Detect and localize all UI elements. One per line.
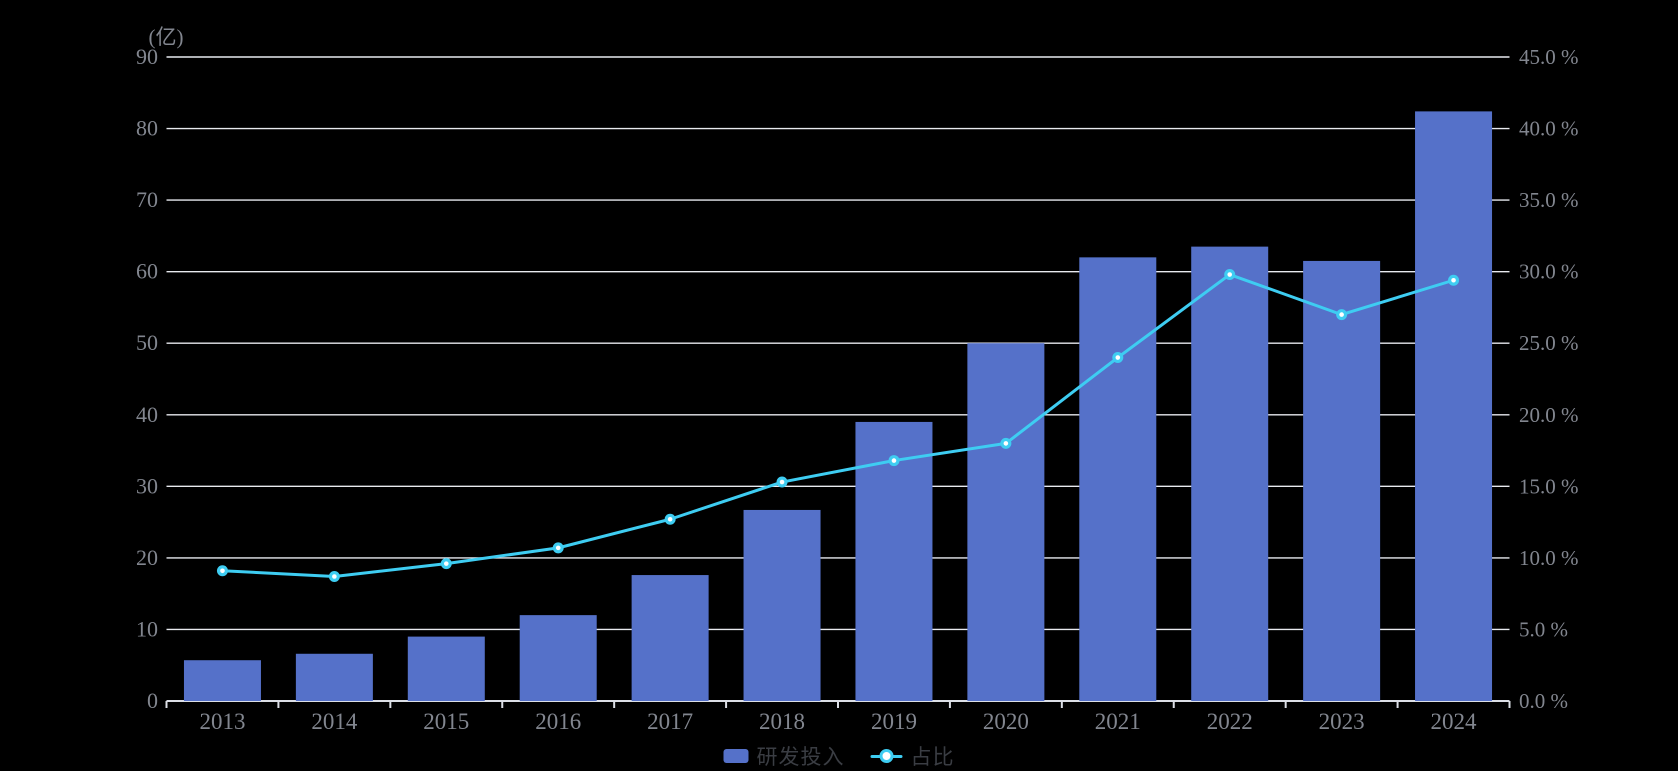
ratio-point-2019: [891, 458, 897, 463]
ratio-point-2015: [443, 561, 449, 566]
y-axis-label-50: 50: [136, 330, 158, 355]
bar-2022[interactable]: [1191, 246, 1269, 701]
ratio-point-2014: [332, 574, 337, 579]
y-axis-label-70: 70: [136, 187, 158, 212]
ratio-line: [220, 273, 1456, 578]
bar-2021[interactable]: [1079, 257, 1157, 701]
bar-2024[interactable]: [1415, 111, 1493, 702]
bar-2015[interactable]: [407, 636, 485, 701]
x-axis-label-2024: 2024: [1431, 709, 1478, 734]
bar-2020[interactable]: [967, 343, 1045, 701]
y-axis-label-90: 90: [136, 44, 158, 69]
x-axis-label-2014: 2014: [311, 709, 358, 734]
x-axis-label-2017: 2017: [647, 709, 693, 734]
right-axis-label-40.0%: 40.0 %: [1519, 117, 1579, 141]
ratio-point-2017: [667, 516, 673, 522]
bar-2018[interactable]: [743, 509, 821, 701]
x-axis-label-2020: 2020: [983, 709, 1029, 734]
bar-2019[interactable]: [855, 421, 933, 701]
ratio-point-2016: [555, 545, 561, 551]
x-axis-label-2013: 2013: [199, 709, 245, 734]
x-axis-label-2016: 2016: [535, 709, 581, 734]
ratio-point-2013: [220, 568, 225, 574]
legend-item-rd-investment[interactable]: 研发投入: [723, 741, 845, 771]
right-axis-label-10.0%: 10.0 %: [1519, 546, 1579, 570]
x-axis-label-2023: 2023: [1319, 709, 1365, 734]
bar-2016[interactable]: [519, 615, 597, 701]
bar-2013[interactable]: [183, 660, 261, 701]
bar-series-swatch-icon: [723, 749, 749, 763]
bar-2023[interactable]: [1303, 260, 1381, 701]
right-axis-label-35.0%: 35.0 %: [1519, 188, 1579, 212]
ratio-point-2023: [1339, 312, 1344, 317]
y-axis-label-60: 60: [136, 259, 158, 284]
right-axis-label-20.0%: 20.0 %: [1519, 403, 1579, 427]
y-axis-label-40: 40: [136, 402, 158, 427]
bar-2014[interactable]: [295, 653, 373, 701]
x-axis-label-2015: 2015: [423, 709, 469, 734]
line-series-swatch-icon: [870, 749, 903, 763]
ratio-point-2022: [1227, 272, 1233, 277]
x-axis-label-2019: 2019: [871, 709, 917, 734]
right-axis-label-25.0%: 25.0 %: [1519, 331, 1579, 355]
ratio-point-2024: [1451, 277, 1456, 283]
right-axis-label-45.0%: 45.0 %: [1519, 45, 1579, 69]
right-axis-label-5.0%: 5.0 %: [1519, 617, 1568, 641]
x-axis-label-2021: 2021: [1095, 709, 1141, 734]
x-axis-label-2022: 2022: [1207, 709, 1253, 734]
bar-2017[interactable]: [631, 575, 709, 701]
legend-label-rd-investment: 研发投入: [756, 745, 845, 769]
right-axis-label-0.0%: 0.0 %: [1519, 689, 1568, 713]
y-axis-label-20: 20: [136, 545, 158, 570]
y-axis-label-10: 10: [136, 616, 158, 641]
right-axis-label-30.0%: 30.0 %: [1519, 260, 1579, 284]
x-axis-label-2018: 2018: [759, 709, 805, 734]
legend-label-ratio: 占比: [910, 745, 955, 769]
ratio-point-2020: [1003, 441, 1009, 446]
y-axis-label-0: 0: [147, 688, 158, 713]
ratio-point-2018: [779, 479, 785, 485]
chart-legend: 研发投入 占比: [723, 741, 955, 771]
y-axis-label-30: 30: [136, 473, 158, 498]
legend-item-ratio[interactable]: 占比: [870, 741, 955, 771]
y-axis-label-80: 80: [136, 116, 158, 141]
right-axis-label-15.0%: 15.0 %: [1519, 474, 1579, 498]
ratio-point-2021: [1115, 355, 1121, 360]
left-axis-unit-label: (亿): [149, 25, 184, 49]
